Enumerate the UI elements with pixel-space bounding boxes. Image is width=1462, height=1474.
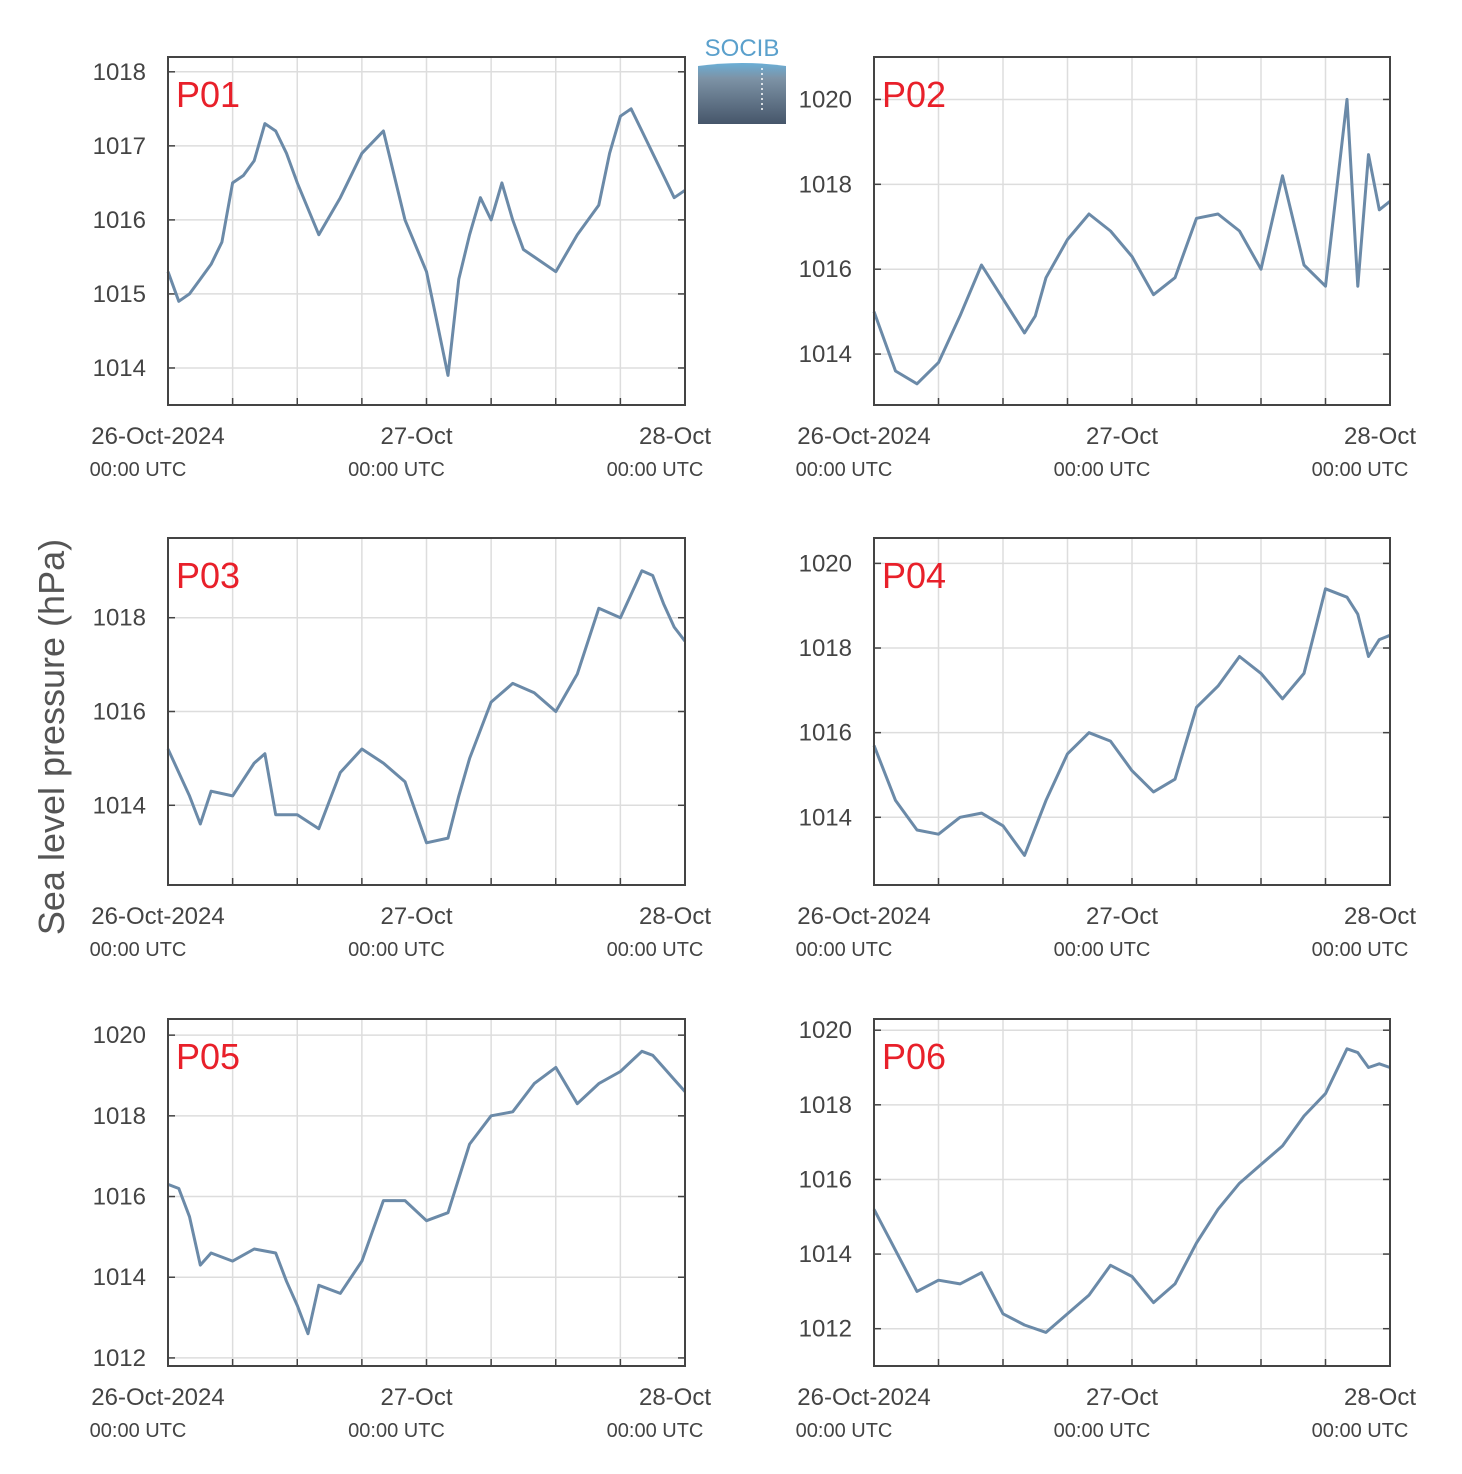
x-tick-sublabel: 00:00 UTC: [348, 1420, 445, 1442]
panel-label: P02: [882, 74, 946, 115]
series-line-P05: [167, 1049, 687, 1336]
y-tick-label: 1018: [93, 1103, 146, 1130]
x-tick-label: 28-Oct: [1344, 903, 1416, 930]
plot-frame: [873, 1018, 1391, 1367]
y-tick-label: 1015: [93, 281, 146, 308]
x-tick-label: 27-Oct: [1086, 903, 1158, 930]
x-tick-label: 28-Oct: [639, 423, 711, 450]
chart-panel-2: 1014 1016 1018 1020 P02 26-Oct-2024 00:00 UTC 2…: [796, 56, 1416, 481]
logo-text: SOCIB: [705, 35, 780, 62]
x-tick-sublabel: 00:00 UTC: [607, 939, 704, 961]
x-tick-sublabel: 00:00 UTC: [90, 459, 187, 481]
x-tick-sublabel: 00:00 UTC: [796, 1420, 893, 1442]
plot-frame: [167, 56, 686, 406]
x-tick-label: 28-Oct: [639, 1384, 711, 1411]
chart-panel-4: 1014 1016 1018 1020 P04 26-Oct-2024 00:00 UTC 2…: [796, 537, 1416, 961]
y-tick-label: 1017: [93, 133, 146, 160]
x-tick-sublabel: 00:00 UTC: [1054, 1420, 1151, 1442]
x-tick-sublabel: 00:00 UTC: [607, 459, 704, 481]
y-tick-label: 1020: [93, 1022, 146, 1049]
y-tick-label: 1020: [799, 1017, 852, 1044]
x-tick-sublabel: 00:00 UTC: [1054, 939, 1151, 961]
x-tick-label: 26-Oct-2024: [91, 423, 224, 450]
x-tick-sublabel: 00:00 UTC: [1312, 459, 1409, 481]
x-tick-label: 27-Oct: [380, 903, 452, 930]
series-line-P03: [166, 569, 687, 845]
socib-logo: SOCIB: [698, 35, 786, 124]
x-tick-sublabel: 00:00 UTC: [1312, 939, 1409, 961]
y-tick-label: 1014: [93, 1264, 146, 1291]
series-line-P06: [872, 1047, 1391, 1334]
panel-label: P01: [176, 74, 240, 115]
y-tick-label: 1014: [799, 804, 852, 831]
y-tick-label: 1014: [93, 355, 146, 382]
y-tick-label: 1016: [93, 699, 146, 726]
y-tick-label: 1012: [93, 1345, 146, 1372]
x-tick-label: 28-Oct: [1344, 1384, 1416, 1411]
y-tick-label: 1016: [799, 256, 852, 283]
plot-frame: [167, 537, 686, 886]
y-tick-label: 1018: [93, 59, 146, 86]
x-tick-sublabel: 00:00 UTC: [90, 1420, 187, 1442]
x-tick-label: 27-Oct: [380, 1384, 452, 1411]
x-tick-label: 26-Oct-2024: [91, 1384, 224, 1411]
x-tick-sublabel: 00:00 UTC: [348, 459, 445, 481]
y-tick-label: 1014: [799, 1241, 852, 1268]
y-tick-label: 1018: [799, 635, 852, 662]
chart-panel-5: 1012 1014 1016 1018 1020 P05 26-Oct-2024 00:00 …: [90, 1018, 711, 1442]
x-tick-label: 28-Oct: [1344, 423, 1416, 450]
x-tick-label: 26-Oct-2024: [797, 903, 930, 930]
x-tick-label: 26-Oct-2024: [797, 1384, 930, 1411]
x-tick-sublabel: 00:00 UTC: [348, 939, 445, 961]
plot-frame: [873, 56, 1391, 406]
y-tick-label: 1016: [799, 1166, 852, 1193]
x-tick-label: 27-Oct: [1086, 423, 1158, 450]
y-tick-label: 1018: [799, 171, 852, 198]
chart-panel-3: 1014 1016 1018 P03 26-Oct-2024 00:00 UTC 27-Oc…: [90, 537, 711, 961]
y-tick-label: 1016: [93, 207, 146, 234]
panel-label: P06: [882, 1036, 946, 1077]
chart-panel-1: 1014 1015 1016 1017 1018 P01 26-Oct-2024 00:00 …: [90, 56, 711, 481]
x-tick-label: 27-Oct: [380, 423, 452, 450]
y-tick-label: 1020: [799, 86, 852, 113]
x-tick-sublabel: 00:00 UTC: [1054, 459, 1151, 481]
y-tick-label: 1018: [93, 605, 146, 632]
panel-label: P05: [176, 1036, 240, 1077]
x-tick-sublabel: 00:00 UTC: [1312, 1420, 1409, 1442]
panel-label: P04: [882, 555, 946, 596]
x-tick-label: 26-Oct-2024: [91, 903, 224, 930]
y-tick-label: 1016: [93, 1184, 146, 1211]
y-tick-label: 1012: [799, 1316, 852, 1343]
x-tick-sublabel: 00:00 UTC: [90, 939, 187, 961]
x-tick-sublabel: 00:00 UTC: [796, 459, 893, 481]
panel-label: P03: [176, 555, 240, 596]
x-tick-label: 26-Oct-2024: [797, 423, 930, 450]
chart-panel-6: 1012 1014 1016 1018 1020 P06 26-Oct-2024 00:00 …: [796, 1017, 1417, 1442]
y-tick-label: 1016: [799, 720, 852, 747]
series-line-P01: [166, 107, 686, 377]
x-tick-sublabel: 00:00 UTC: [796, 939, 893, 961]
x-tick-label: 27-Oct: [1086, 1384, 1158, 1411]
x-tick-label: 28-Oct: [639, 903, 711, 930]
plot-frame: [873, 537, 1391, 886]
series-line-P02: [872, 97, 1391, 386]
y-tick-label: 1018: [799, 1092, 852, 1119]
y-tick-label: 1020: [799, 550, 852, 577]
y-tick-label: 1014: [799, 341, 852, 368]
series-line-P04: [872, 587, 1391, 857]
x-tick-sublabel: 00:00 UTC: [607, 1420, 704, 1442]
y-tick-label: 1014: [93, 792, 146, 819]
plot-frame: [167, 1018, 686, 1367]
